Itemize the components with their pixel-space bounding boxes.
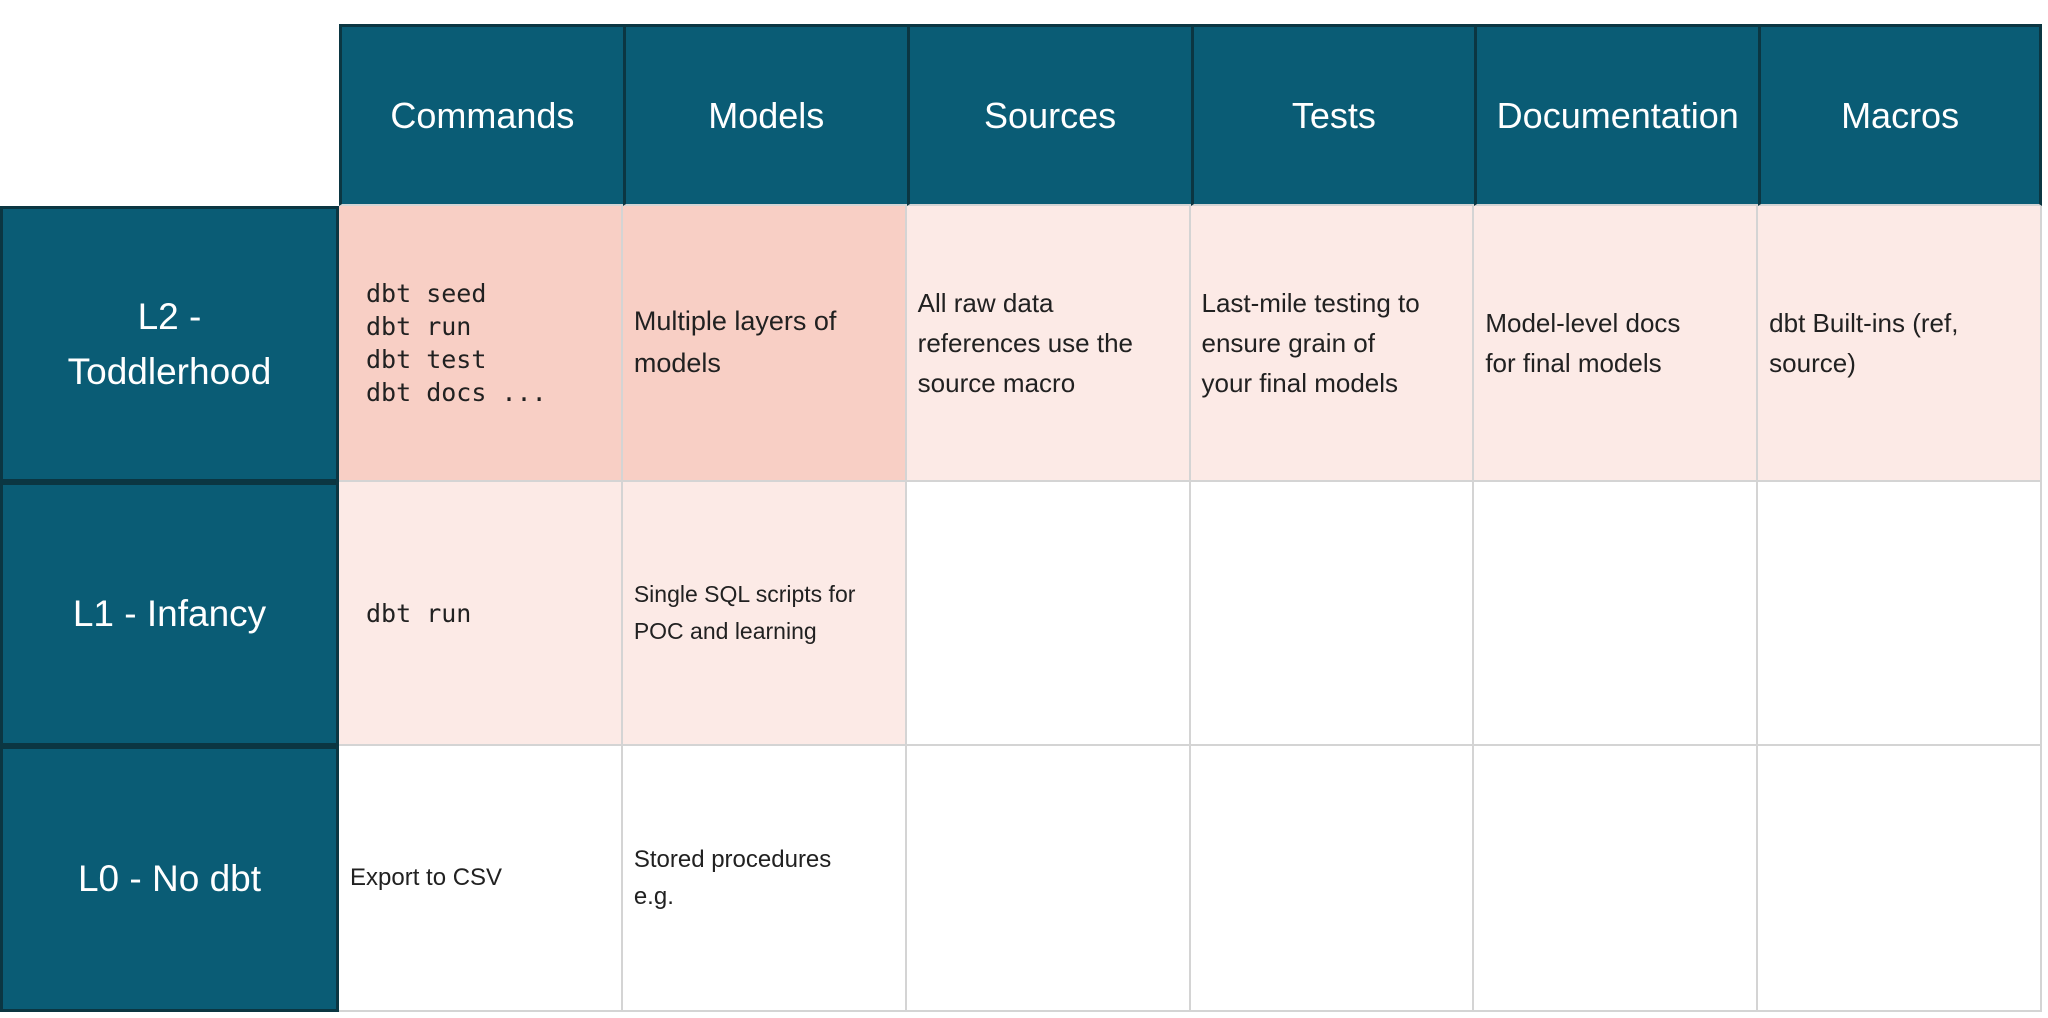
column-header-documentation: Documentation <box>1474 24 1759 206</box>
cell-l2-documentation: Model-level docs for final models <box>1474 206 1759 482</box>
row-header-l2: L2 - Toddlerhood <box>0 206 339 482</box>
column-header-tests: Tests <box>1190 24 1475 206</box>
column-header-sources: Sources <box>906 24 1191 206</box>
cell-l1-tests <box>1190 482 1475 746</box>
cell-l2-macros: dbt Built-ins (ref, source) <box>1758 206 2042 482</box>
cell-l0-tests <box>1190 746 1475 1012</box>
cell-l1-documentation <box>1474 482 1759 746</box>
cell-l0-sources <box>906 746 1191 1012</box>
cell-l0-documentation <box>1474 746 1759 1012</box>
cell-l1-commands: dbt run <box>339 482 623 746</box>
cell-l1-sources <box>906 482 1191 746</box>
row-header-l0: L0 - No dbt <box>0 746 339 1012</box>
cell-l0-macros <box>1758 746 2042 1012</box>
corner-spacer <box>0 24 339 206</box>
cell-l1-models: Single SQL scripts for POC and learning <box>622 482 907 746</box>
cell-l2-tests: Last-mile testing to ensure grain of you… <box>1190 206 1475 482</box>
cell-l0-models: Stored procedures e.g. <box>622 746 907 1012</box>
column-header-models: Models <box>622 24 907 206</box>
cell-l0-commands: Export to CSV <box>339 746 623 1012</box>
cell-l2-sources: All raw data references use the source m… <box>906 206 1191 482</box>
column-header-macros: Macros <box>1758 24 2042 206</box>
cell-l2-commands: dbt seed dbt run dbt test dbt docs ... <box>339 206 623 482</box>
row-header-l1: L1 - Infancy <box>0 482 339 746</box>
column-header-commands: Commands <box>339 24 623 206</box>
maturity-table: Commands Models Sources Tests Documentation M… <box>0 24 2042 1012</box>
cell-l1-macros <box>1758 482 2042 746</box>
cell-l2-models: Multiple layers of models <box>622 206 907 482</box>
